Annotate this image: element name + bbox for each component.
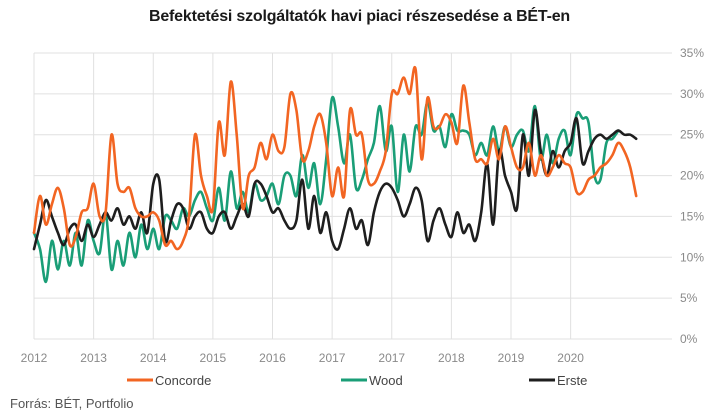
x-tick-label: 2012 xyxy=(21,351,48,365)
x-tick-label: 2015 xyxy=(200,351,227,365)
x-tick-label: 2020 xyxy=(557,351,584,365)
legend-label-wood: Wood xyxy=(369,373,403,388)
legend-label-concorde: Concorde xyxy=(155,373,211,388)
x-tick-label: 2018 xyxy=(438,351,465,365)
y-tick-label: 35% xyxy=(680,46,704,60)
x-tick-label: 2016 xyxy=(259,351,286,365)
legend: Concorde Wood Erste xyxy=(127,373,587,388)
x-tick-label: 2017 xyxy=(319,351,346,365)
source-note: Forrás: BÉT, Portfolio xyxy=(10,396,134,411)
x-axis-ticks: 2012 2013 2014 2015 2016 2017 2017 2018 2019 2020 xyxy=(21,351,585,365)
x-tick-label: 2019 xyxy=(498,351,525,365)
y-tick-label: 10% xyxy=(680,250,704,264)
x-tick-label: 2014 xyxy=(140,351,167,365)
series-line-erste xyxy=(32,108,638,251)
legend-label-erste: Erste xyxy=(557,373,587,388)
x-tick-label: 2013 xyxy=(80,351,107,365)
series-line-wood xyxy=(32,95,620,284)
y-tick-label: 25% xyxy=(680,128,704,142)
y-tick-label: 30% xyxy=(680,87,704,101)
y-tick-label: 0% xyxy=(680,332,698,346)
y-tick-label: 15% xyxy=(680,209,704,223)
series-line-concorde xyxy=(32,65,638,251)
gridlines xyxy=(33,52,672,340)
y-tick-label: 5% xyxy=(680,291,698,305)
chart-title: Befektetési szolgáltatók havi piaci rész… xyxy=(149,8,570,25)
y-tick-label: 20% xyxy=(680,169,704,183)
series-lines xyxy=(32,65,638,284)
y-axis-ticks: 0% 5% 10% 15% 20% 25% 30% 35% xyxy=(680,46,704,346)
x-tick-label: 2017 xyxy=(378,351,405,365)
